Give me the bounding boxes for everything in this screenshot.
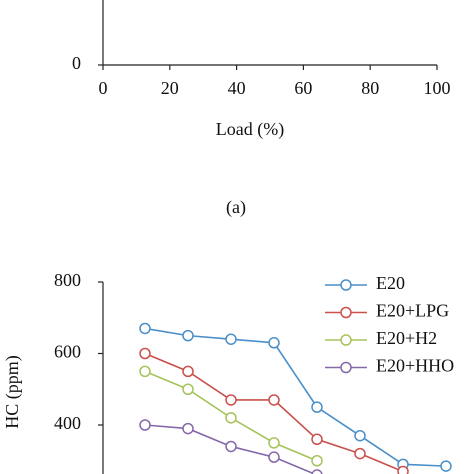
x-tick-label: 20 xyxy=(161,78,179,98)
data-point xyxy=(440,460,452,472)
data-point xyxy=(311,455,323,467)
data-point xyxy=(268,451,280,463)
legend-label: E20 xyxy=(376,273,405,293)
legend-label: E20+H2 xyxy=(376,328,437,348)
data-point xyxy=(139,322,151,335)
data-point xyxy=(268,394,280,406)
y-tick-label: 0 xyxy=(72,53,81,73)
x-tick-label: 40 xyxy=(228,78,246,98)
legend-label: E20+LPG xyxy=(376,301,449,321)
data-point xyxy=(139,347,151,360)
series-line xyxy=(144,327,447,467)
legend-marker xyxy=(340,361,352,374)
data-point xyxy=(225,333,237,345)
data-point xyxy=(225,412,237,424)
legend-label: E20+HHO xyxy=(376,356,454,376)
data-point xyxy=(354,429,366,442)
data-point xyxy=(268,437,280,449)
data-point xyxy=(311,401,323,413)
data-point xyxy=(311,469,323,474)
y-tick-label: 800 xyxy=(54,270,81,290)
data-point xyxy=(139,419,151,431)
data-point xyxy=(225,394,237,406)
x-tick-label: 100 xyxy=(424,78,451,98)
data-point xyxy=(311,433,323,446)
data-point xyxy=(182,383,194,395)
legend-marker xyxy=(340,279,352,291)
data-point xyxy=(139,365,151,378)
panel-caption: (a) xyxy=(226,197,246,218)
data-point xyxy=(182,329,194,342)
data-point xyxy=(182,422,194,435)
y-axis-label: HC (ppm) xyxy=(2,355,23,429)
x-tick-label: 80 xyxy=(361,78,379,98)
legend-marker xyxy=(340,306,352,319)
data-point xyxy=(225,440,237,453)
legend-marker xyxy=(340,334,352,346)
y-tick-label: 400 xyxy=(54,413,81,433)
data-point xyxy=(182,365,194,378)
x-axis-label: Load (%) xyxy=(216,119,284,140)
data-point xyxy=(268,337,280,349)
x-tick-label: 60 xyxy=(294,78,312,98)
x-tick-label: 0 xyxy=(99,78,108,98)
y-tick-label: 600 xyxy=(54,342,81,362)
data-point xyxy=(354,447,366,460)
data-point xyxy=(397,465,409,474)
